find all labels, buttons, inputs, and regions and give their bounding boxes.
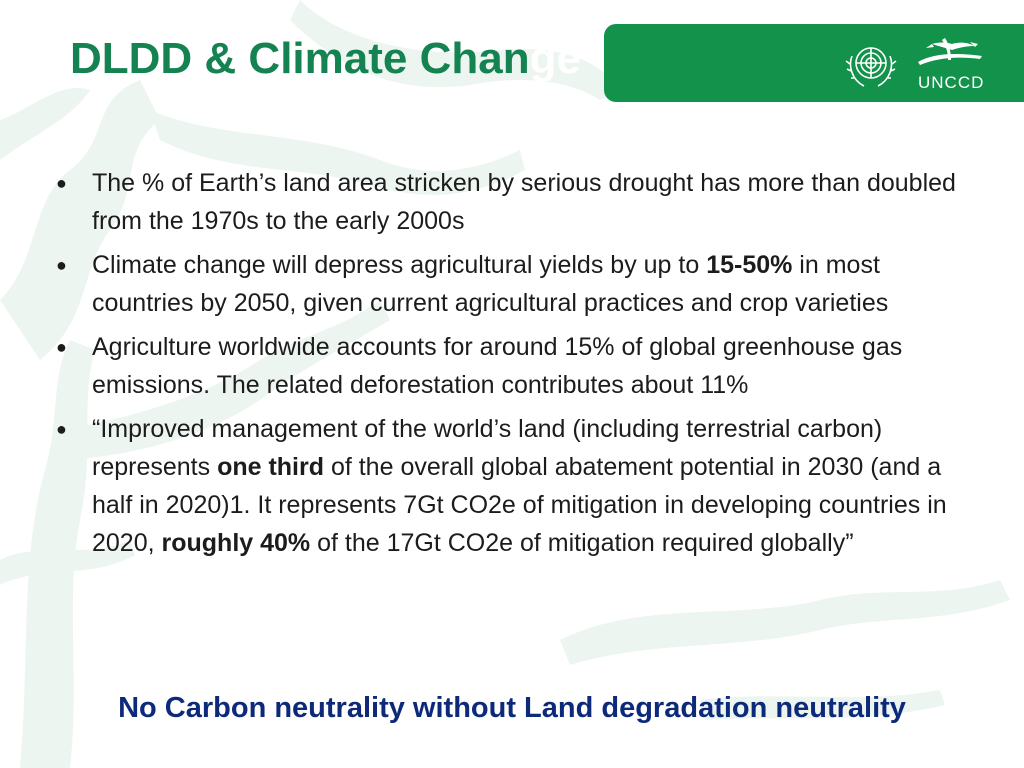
bullet-item: ● Climate change will depress agricultur… (52, 246, 982, 322)
bullet-item: ● The % of Earth’s land area stricken by… (52, 164, 982, 240)
unccd-logo-text: UNCCD (918, 73, 985, 92)
bullet-text: Agriculture worldwide accounts for aroun… (92, 333, 903, 399)
bullet-text: of the 17Gt CO2e of mitigation required … (310, 529, 854, 557)
bullet-list: ● The % of Earth’s land area stricken by… (52, 164, 982, 568)
title-part-2: ge (529, 34, 581, 83)
bullet-dot-icon: ● (56, 337, 67, 357)
bullet-item: ● Agriculture worldwide accounts for aro… (52, 328, 982, 404)
closing-statement: No Carbon neutrality without Land degrad… (118, 692, 906, 724)
unccd-logo-icon (918, 38, 982, 65)
bullet-dot-icon: ● (56, 255, 67, 275)
logo-banner (604, 24, 1024, 102)
bullet-emphasis: one third (217, 453, 324, 481)
bullet-text: in most countries by 2050, given current… (92, 251, 889, 317)
bullet-text: Climate change will depress agricultural… (92, 251, 707, 279)
bullet-text: “Improved management of the world’s land… (92, 415, 883, 481)
bullet-item: ● “Improved management of the world’s la… (52, 410, 982, 562)
bullet-dot-icon: ● (56, 173, 67, 193)
slide-title: DLDD & Climate Change (70, 34, 581, 84)
title-part-1: DLDD & Climate Chan (70, 34, 530, 83)
bullet-dot-icon: ● (56, 419, 67, 439)
bullet-emphasis: 15-50% (706, 251, 793, 279)
bullet-text: of the overall global abatement potentia… (92, 453, 947, 557)
un-emblem-icon (845, 47, 897, 87)
bullet-text: The % of Earth’s land area stricken by s… (92, 169, 956, 235)
bullet-emphasis: roughly 40% (161, 529, 311, 557)
